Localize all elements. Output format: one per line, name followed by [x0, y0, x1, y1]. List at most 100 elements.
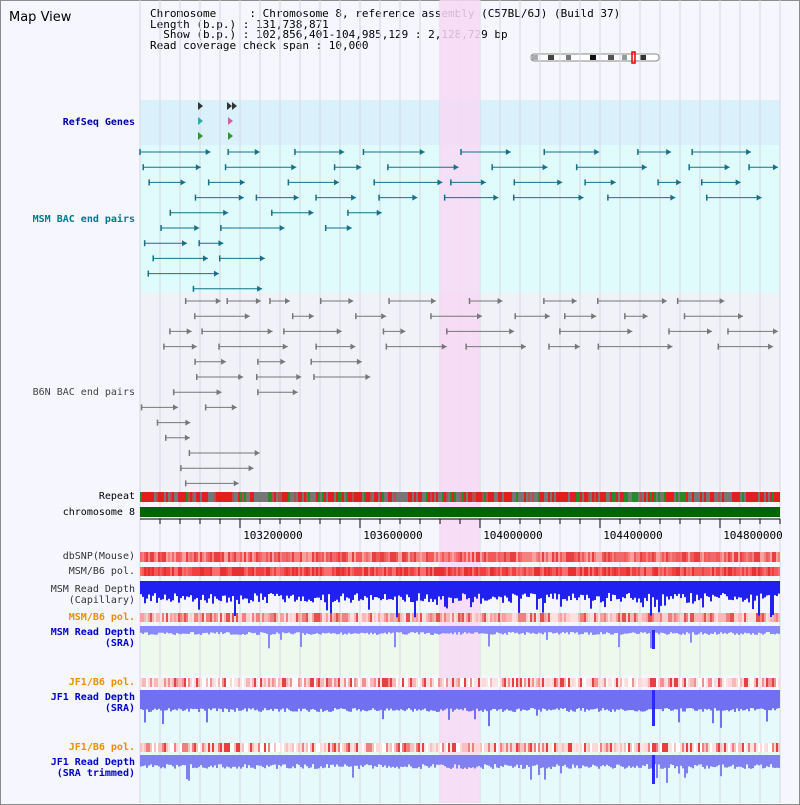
jf1-b6-pol-heat-cell [214, 678, 216, 687]
jf1-depth-sra-bar [320, 690, 322, 709]
b6n-bac-label[interactable]: B6N BAC end pairs [32, 387, 135, 398]
jf1-b6-pol-label[interactable]: JF1/B6 pol. [68, 677, 135, 688]
msm-b6-pol-heat-cell [400, 567, 402, 576]
jf1-b6-pol-trimmed-heat-cell [614, 743, 616, 752]
msm-depth-capillary-bar [586, 581, 588, 595]
jf1-b6-pol-heat-cell [544, 678, 546, 687]
repeat-segment [266, 492, 268, 502]
jf1-depth-trimmed-bar [510, 755, 512, 766]
msm-b6-pol-heat-cell [342, 567, 344, 576]
jf1-depth-trimmed-bar [716, 755, 718, 767]
jf1-b6-pol-heat-cell [274, 678, 276, 687]
msm-depth-capillary-bar [748, 581, 750, 603]
dbsnp-label[interactable]: dbSNP(Mouse) [62, 551, 135, 562]
msm-bac-pair [505, 149, 511, 155]
msm-depth-sra-bar [274, 626, 276, 635]
msm-b6-pol-sra-heat-cell [200, 613, 202, 622]
msm-b6-pol-heat-cell [768, 567, 770, 576]
msm-depth-sra-bar [494, 626, 496, 635]
msm-depth-capillary-bar [254, 581, 256, 594]
msm-b6-pol-sra-heat-cell [366, 613, 368, 622]
msm-depth-sra-bar [700, 626, 702, 633]
msm-b6-pol-sra-heat-cell [696, 613, 698, 622]
jf1-b6-pol-trimmed-heat-cell [734, 743, 736, 752]
msm-b6-pol-sra-heat-cell [432, 613, 434, 622]
jf1-b6-pol-trimmed-heat-cell [504, 743, 506, 752]
msm-depth-sra-bar [772, 626, 774, 634]
msm-b6-pol-sra-label[interactable]: MSM/B6 pol. [68, 612, 135, 623]
chromosome-ideogram[interactable] [530, 51, 660, 64]
msm-depth-sra-label[interactable]: MSM Read Depth (SRA) [50, 627, 135, 649]
msm-b6-pol-sra-heat-cell [730, 613, 732, 622]
dbsnp-heat-cell [272, 552, 274, 562]
repeat-segment [402, 492, 404, 502]
jf1-b6-pol-heat-cell [168, 678, 170, 687]
refseq-genes-label[interactable]: RefSeq Genes [62, 117, 135, 128]
chromosome-label[interactable]: chromosome 8 [62, 507, 135, 518]
dbsnp-heat-cell [302, 552, 304, 562]
dbsnp-heat-cell [736, 552, 738, 562]
msm-depth-sra-bar [662, 626, 664, 633]
msm-depth-sra-bar [666, 626, 668, 635]
msm-b6-pol-label[interactable]: MSM/B6 pol. [68, 566, 135, 577]
jf1-depth-sra-bar [768, 690, 770, 711]
msm-depth-sra-bar [532, 626, 534, 633]
msm-b6-pol-heat-cell [380, 567, 382, 576]
jf1-depth-trimmed-bar [580, 755, 582, 769]
repeat-segment [478, 492, 480, 502]
msm-depth-sra-bar [608, 626, 610, 634]
jf1-depth-trimmed-bar [542, 755, 544, 768]
dbsnp-heat-cell [578, 552, 580, 562]
jf1-depth-sra-bar [342, 690, 344, 709]
jf1-depth-sra-bar [344, 690, 346, 710]
dbsnp-heat-cell [362, 552, 364, 562]
jf1-b6-pol-trimmed-heat-cell [502, 743, 504, 752]
jf1-depth-trimmed-label[interactable]: JF1 Read Depth (SRA trimmed) [50, 757, 135, 779]
jf1-depth-sra-bar [534, 690, 536, 710]
msm-b6-pol-sra-heat-cell [768, 613, 770, 622]
msm-depth-capillary-bar [396, 581, 398, 618]
dbsnp-heat-cell [216, 552, 218, 562]
msm-b6-pol-heat-cell [656, 567, 658, 576]
repeat-segment [140, 492, 142, 502]
jf1-b6-pol-trimmed-heat-cell [210, 743, 212, 752]
dbsnp-heat-cell [512, 552, 514, 562]
jf1-b6-pol-heat-cell [148, 678, 150, 687]
msm-b6-pol-heat-cell [372, 567, 374, 576]
msm-bac-label[interactable]: MSM BAC end pairs [32, 214, 135, 225]
msm-b6-pol-sra-heat-cell [408, 613, 410, 622]
jf1-depth-trimmed-bar [468, 755, 470, 768]
msm-b6-pol-heat-cell [404, 567, 406, 576]
jf1-depth-sra-label[interactable]: JF1 Read Depth (SRA) [50, 692, 135, 714]
jf1-depth-trimmed-bar [686, 755, 688, 774]
msm-b6-pol-heat-cell [618, 567, 620, 576]
msm-depth-capillary-bar [466, 581, 468, 600]
msm-depth-sra-bar [426, 626, 428, 634]
dbsnp-heat-cell [186, 552, 188, 562]
jf1-b6-pol-trimmed-heat-cell [646, 743, 648, 752]
msm-bac-pair [676, 179, 682, 186]
jf1-depth-sra-bar [680, 690, 682, 709]
msm-depth-sra-bar [386, 626, 388, 635]
jf1-b6-pol-heat-cell [228, 678, 230, 687]
msm-depth-capillary-bar [706, 581, 708, 597]
jf1-depth-sra-bar [638, 690, 640, 711]
repeat-segment [518, 492, 520, 502]
msm-depth-sra-bar [186, 626, 188, 634]
dbsnp-heat-cell [232, 552, 234, 562]
repeat-label[interactable]: Repeat [98, 491, 135, 502]
msm-depth-capillary-label[interactable]: MSM Read Depth (Capillary) [50, 584, 135, 606]
repeat-segment [650, 492, 652, 502]
jf1-b6-pol-trimmed-heat-cell [492, 743, 494, 752]
msm-depth-sra-bar [158, 626, 160, 633]
jf1-b6-pol-trimmed-label[interactable]: JF1/B6 pol. [68, 742, 135, 753]
jf1-depth-sra-bar [554, 690, 556, 710]
repeat-segment [306, 492, 308, 502]
jf1-depth-trimmed-bar [618, 755, 620, 765]
msm-depth-capillary-bar [640, 581, 642, 603]
jf1-depth-sra-bar [380, 690, 382, 710]
msm-depth-sra-bar [404, 626, 406, 635]
msm-depth-capillary-bar [506, 581, 508, 598]
msm-depth-capillary-bar [580, 581, 582, 595]
